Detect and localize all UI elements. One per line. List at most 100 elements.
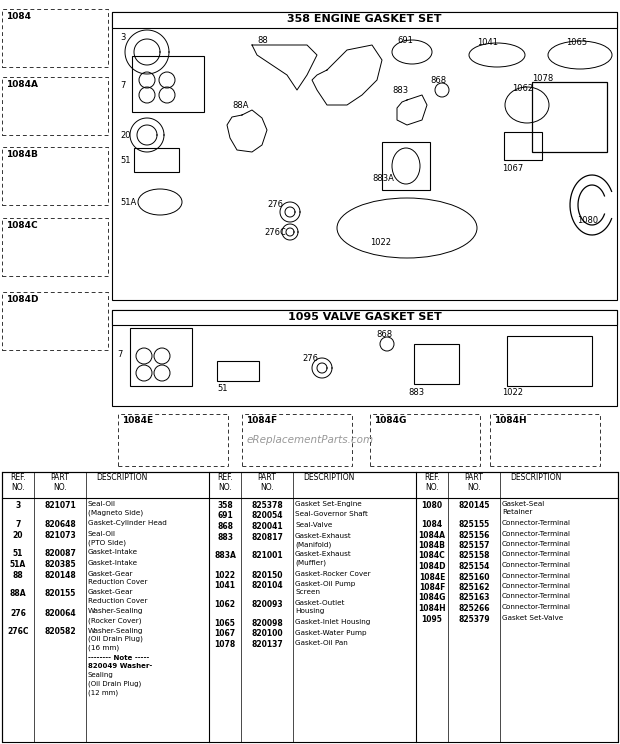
Text: 868: 868 xyxy=(376,330,392,339)
Text: (12 mm): (12 mm) xyxy=(88,689,118,696)
Bar xyxy=(507,336,592,386)
Bar xyxy=(382,142,430,190)
Text: DESCRIPTION: DESCRIPTION xyxy=(510,473,561,482)
Text: Gasket-Outlet: Gasket-Outlet xyxy=(295,600,345,606)
Text: 821001: 821001 xyxy=(251,551,283,560)
Text: 1084G: 1084G xyxy=(374,416,406,425)
Text: 51: 51 xyxy=(120,155,130,164)
Text: 820064: 820064 xyxy=(44,609,76,618)
Text: 1022: 1022 xyxy=(370,237,391,246)
Text: Connector-Terminal: Connector-Terminal xyxy=(502,594,571,600)
Text: 88: 88 xyxy=(257,36,268,45)
Text: 1084B: 1084B xyxy=(418,541,445,550)
Text: 1084F: 1084F xyxy=(246,416,277,425)
Text: 51: 51 xyxy=(217,383,228,393)
Text: Seal-Governor Shaft: Seal-Governor Shaft xyxy=(295,512,368,518)
Text: 51: 51 xyxy=(13,550,23,559)
Text: (Rocker Cover): (Rocker Cover) xyxy=(88,617,141,623)
Text: 825154: 825154 xyxy=(458,562,490,571)
Text: 825162: 825162 xyxy=(458,583,490,592)
Text: 276C: 276C xyxy=(264,228,286,237)
Text: PART
NO.: PART NO. xyxy=(51,473,69,493)
Text: 820054: 820054 xyxy=(251,512,283,521)
Text: Connector-Terminal: Connector-Terminal xyxy=(502,551,571,557)
Text: 825163: 825163 xyxy=(458,594,490,603)
Text: Gasket Set-Engine: Gasket Set-Engine xyxy=(295,501,361,507)
Text: 7: 7 xyxy=(120,80,125,89)
Text: 1084G: 1084G xyxy=(418,594,446,603)
Text: 1067: 1067 xyxy=(502,164,523,173)
Bar xyxy=(2,9,108,67)
Text: 820148: 820148 xyxy=(44,571,76,580)
Text: Gasket-Gear: Gasket-Gear xyxy=(88,589,133,595)
Text: 820150: 820150 xyxy=(251,571,283,580)
Text: Gasket-Intake: Gasket-Intake xyxy=(88,560,138,566)
Text: 1084: 1084 xyxy=(422,520,443,529)
Text: Connector-Terminal: Connector-Terminal xyxy=(502,530,571,536)
Bar xyxy=(132,56,204,112)
Text: (PTO Side): (PTO Side) xyxy=(88,539,126,545)
Text: 7: 7 xyxy=(16,520,20,529)
Text: 1095 VALVE GASKET SET: 1095 VALVE GASKET SET xyxy=(288,312,441,322)
Text: 820041: 820041 xyxy=(251,522,283,531)
Text: 1084C: 1084C xyxy=(418,551,445,560)
Text: DESCRIPTION: DESCRIPTION xyxy=(303,473,355,482)
Text: Gasket-Cylinder Head: Gasket-Cylinder Head xyxy=(88,520,167,526)
Bar xyxy=(242,414,352,466)
Text: 825160: 825160 xyxy=(458,572,490,582)
Text: 825155: 825155 xyxy=(458,520,490,529)
Text: 1084: 1084 xyxy=(6,12,31,21)
Text: 88: 88 xyxy=(12,571,24,580)
Text: 1067: 1067 xyxy=(215,629,236,638)
Text: 820087: 820087 xyxy=(44,550,76,559)
Text: 1084H: 1084H xyxy=(494,416,526,425)
Text: Gasket-Exhaust: Gasket-Exhaust xyxy=(295,551,352,557)
Bar xyxy=(2,472,618,742)
Text: 868: 868 xyxy=(217,522,233,531)
Text: 825266: 825266 xyxy=(458,604,490,613)
Bar xyxy=(112,12,617,28)
Bar xyxy=(112,310,617,325)
Text: Washer-Sealing: Washer-Sealing xyxy=(88,627,143,633)
Text: 820145: 820145 xyxy=(458,501,490,510)
Text: 1041: 1041 xyxy=(215,581,236,590)
Text: (Muffler): (Muffler) xyxy=(295,560,326,566)
Text: 820648: 820648 xyxy=(44,520,76,529)
Text: 276C: 276C xyxy=(7,627,29,637)
Text: 1084E: 1084E xyxy=(419,572,445,582)
Text: 820385: 820385 xyxy=(44,560,76,569)
Text: 3: 3 xyxy=(16,501,20,510)
Text: Washer-Sealing: Washer-Sealing xyxy=(88,609,143,615)
Text: 825156: 825156 xyxy=(458,530,490,539)
Bar xyxy=(414,344,459,384)
Text: 1084E: 1084E xyxy=(122,416,153,425)
Text: Housing: Housing xyxy=(295,609,324,615)
Text: Connector-Terminal: Connector-Terminal xyxy=(502,562,571,568)
Bar xyxy=(370,414,480,466)
Text: 825379: 825379 xyxy=(458,615,490,623)
Text: 691: 691 xyxy=(217,512,233,521)
Text: 820100: 820100 xyxy=(251,629,283,638)
Bar xyxy=(134,148,179,172)
Text: 1065: 1065 xyxy=(566,37,587,47)
Text: 358 ENGINE GASKET SET: 358 ENGINE GASKET SET xyxy=(287,14,441,24)
Text: 1084B: 1084B xyxy=(6,150,38,159)
Text: 825158: 825158 xyxy=(458,551,490,560)
Text: Gasket-Seal: Gasket-Seal xyxy=(502,501,545,507)
Text: (Oil Drain Plug): (Oil Drain Plug) xyxy=(88,636,143,643)
Text: REF.
NO.: REF. NO. xyxy=(424,473,440,493)
Text: Gasket-Oil Pump: Gasket-Oil Pump xyxy=(295,581,355,587)
Text: 276: 276 xyxy=(267,199,283,208)
Bar xyxy=(2,147,108,205)
Text: 276: 276 xyxy=(302,353,318,362)
Text: 1080: 1080 xyxy=(577,216,598,225)
Text: 1078: 1078 xyxy=(215,640,236,649)
Bar xyxy=(2,292,108,350)
Text: Connector-Terminal: Connector-Terminal xyxy=(502,583,571,589)
Text: PART
NO.: PART NO. xyxy=(464,473,484,493)
Text: Gasket Set-Valve: Gasket Set-Valve xyxy=(502,615,563,620)
Bar xyxy=(112,12,617,300)
Text: Reduction Cover: Reduction Cover xyxy=(88,579,148,585)
Text: 51A: 51A xyxy=(120,197,136,207)
Text: eReplacementParts.com: eReplacementParts.com xyxy=(246,435,374,445)
